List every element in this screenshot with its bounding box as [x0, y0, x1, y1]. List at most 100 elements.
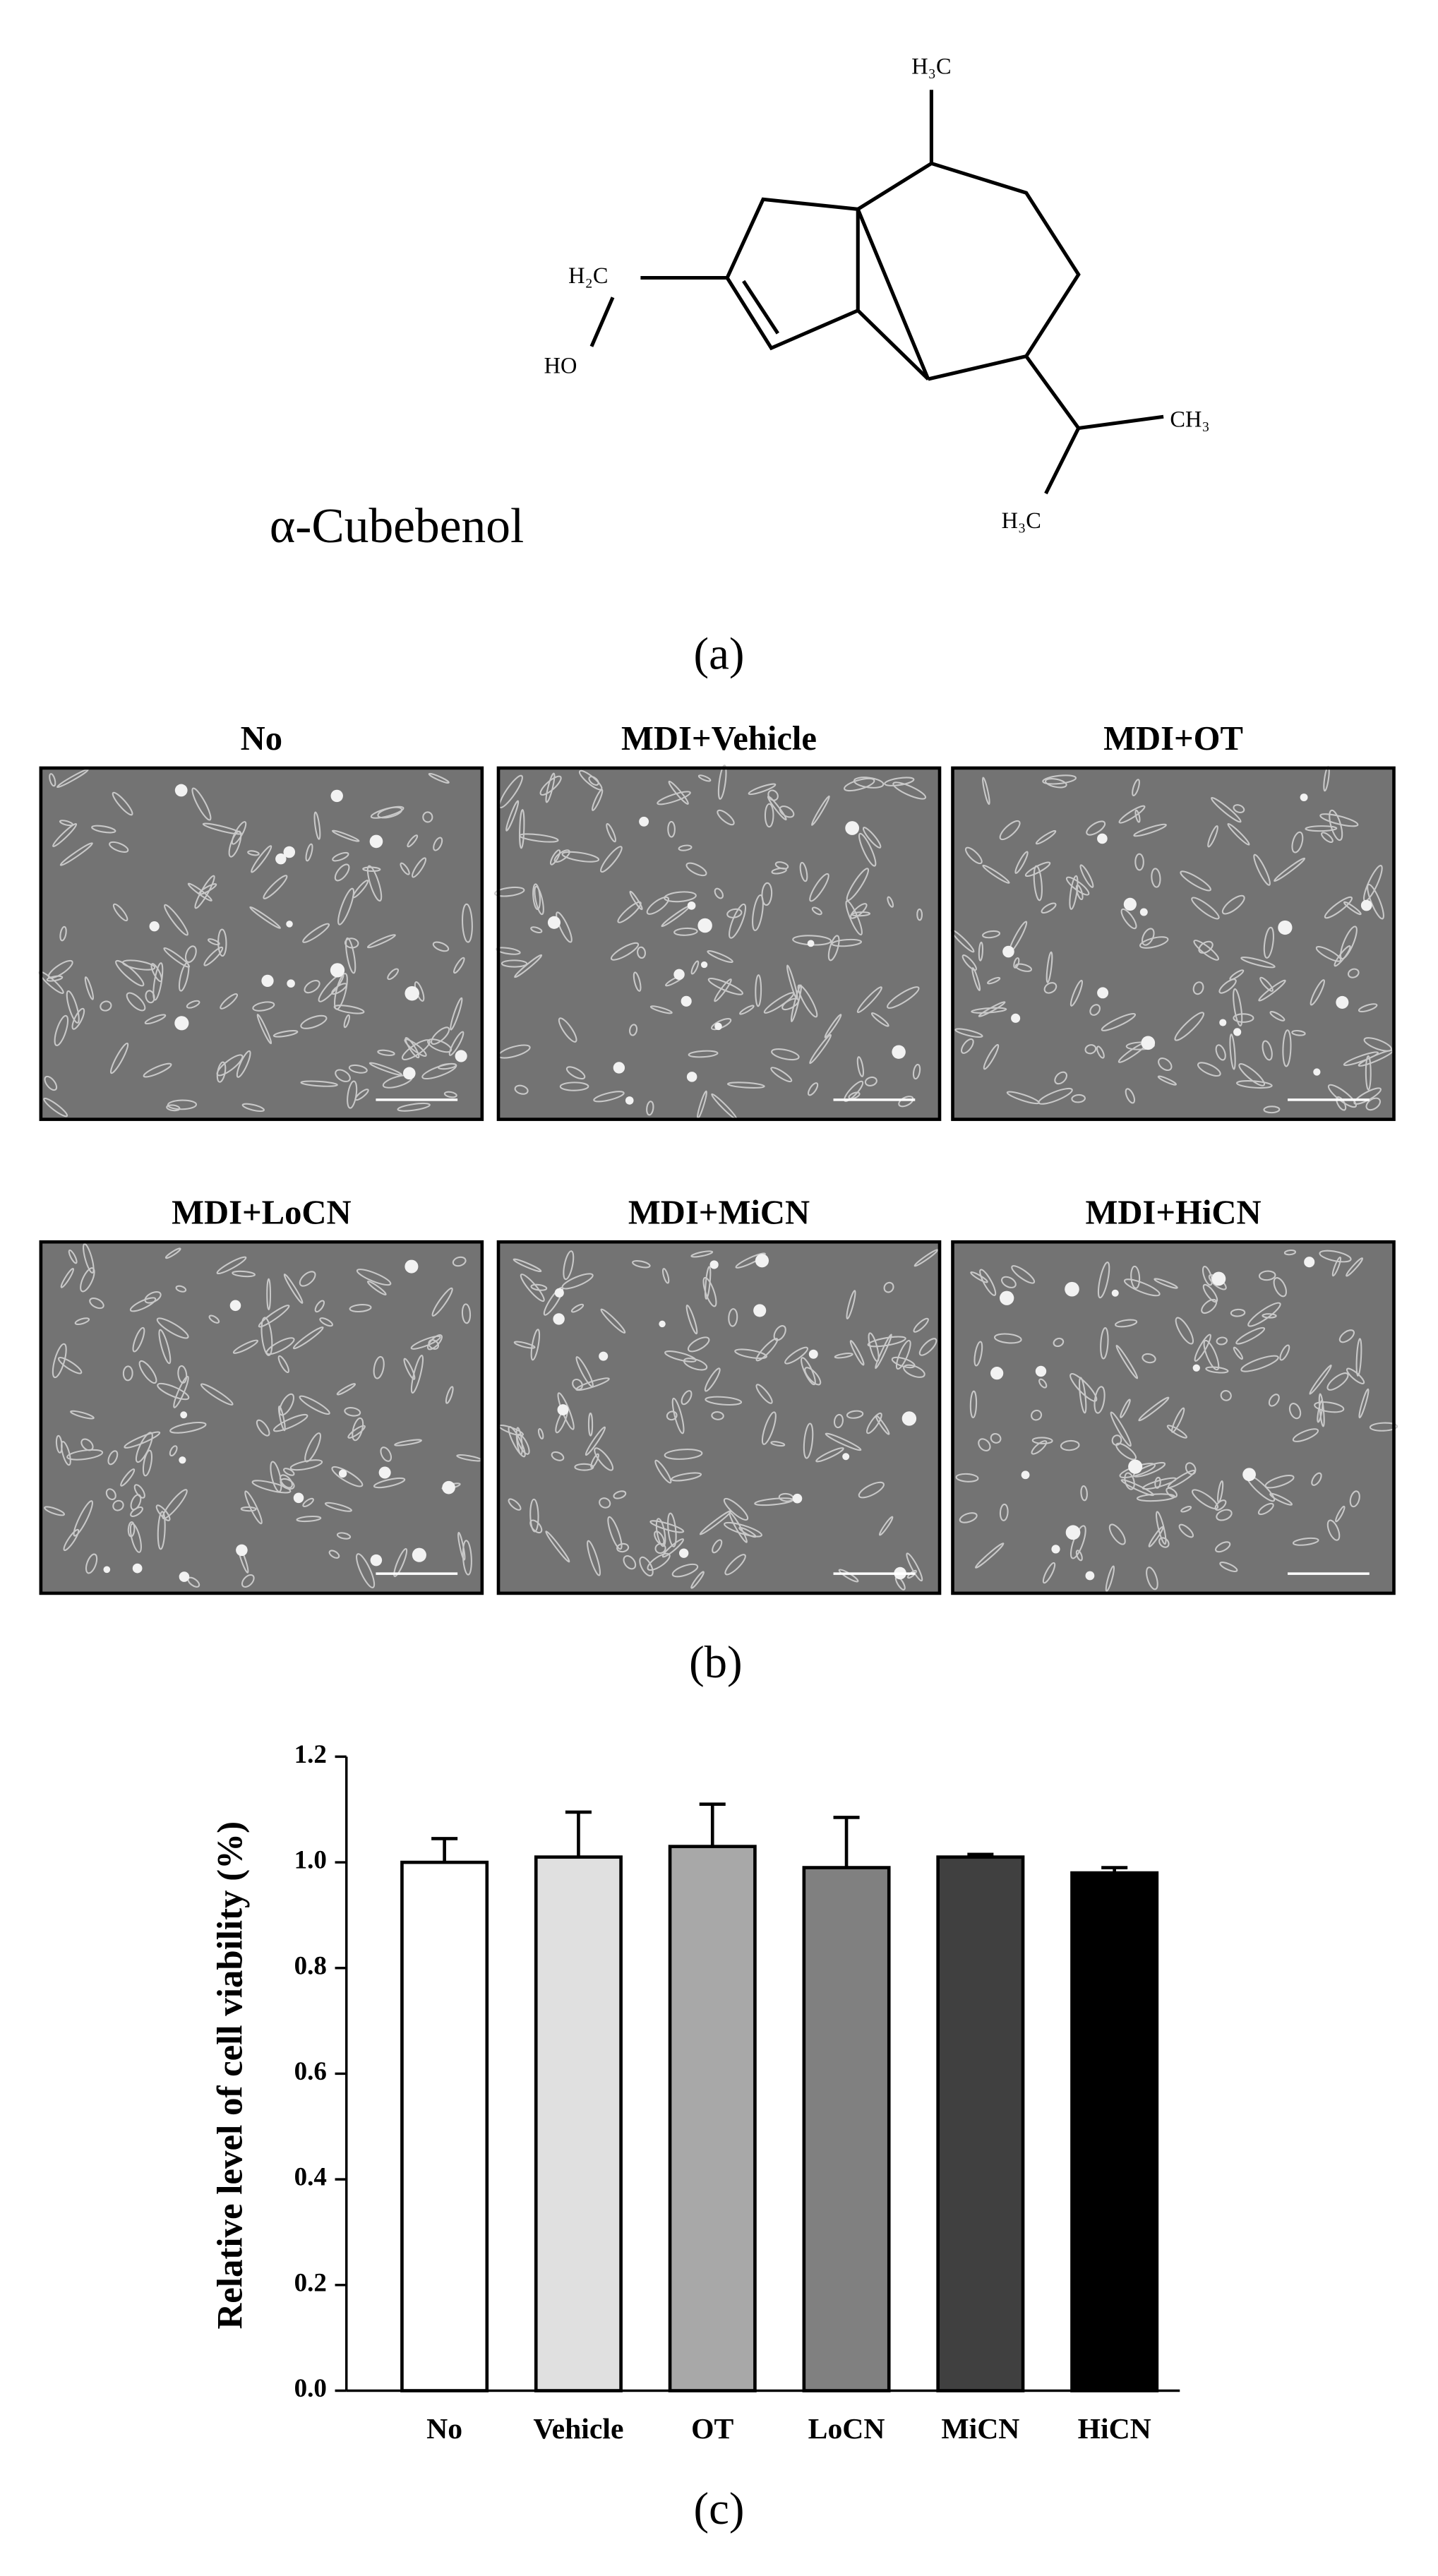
cell: [884, 777, 915, 786]
cell: [122, 1365, 133, 1382]
round-cell: [625, 1096, 634, 1105]
cell: [982, 930, 1001, 939]
cell: [851, 911, 871, 917]
cell: [126, 992, 146, 1012]
cell: [1358, 1003, 1378, 1013]
cell: [714, 887, 724, 899]
cell: [241, 1574, 255, 1588]
cell: [664, 1449, 703, 1460]
bar: [400, 1860, 489, 2392]
cell: [356, 1269, 392, 1286]
cell: [91, 825, 116, 834]
y-axis-title: Relative level of cell viability (%): [211, 1821, 251, 2330]
round-cell: [1304, 1257, 1315, 1268]
cell: [256, 1014, 272, 1045]
cell: [387, 968, 400, 981]
cell: [570, 1303, 585, 1313]
cell: [971, 967, 981, 991]
cell: [112, 1499, 124, 1511]
cell: [1069, 1525, 1086, 1559]
cell: [1291, 1029, 1306, 1036]
cell: [129, 1297, 157, 1312]
cell: [247, 850, 260, 856]
cell: [561, 1273, 594, 1290]
cell: [1211, 797, 1242, 823]
cell: [1079, 864, 1094, 888]
cell: [498, 774, 523, 809]
cell: [1343, 901, 1362, 916]
round-cell: [681, 995, 692, 1007]
cell: [431, 1287, 453, 1317]
cell: [690, 960, 700, 975]
cell: [771, 1048, 800, 1061]
cell: [520, 1274, 545, 1302]
cell: [1105, 1565, 1115, 1592]
cell: [1274, 857, 1306, 882]
cell: [302, 1497, 314, 1508]
cell: [671, 1563, 699, 1578]
cell: [1217, 1480, 1224, 1503]
cell: [462, 1540, 472, 1576]
cell: [1283, 1249, 1297, 1256]
cell: [1054, 1071, 1067, 1085]
cell: [60, 1268, 74, 1288]
cell: [428, 1339, 440, 1350]
cell: [1115, 1344, 1139, 1379]
cell: [717, 809, 735, 826]
round-cell: [330, 789, 343, 803]
cell: [588, 776, 599, 786]
x-tick-label: HiCN: [1078, 2413, 1151, 2445]
cell: [1011, 1265, 1036, 1284]
cell: [1157, 1075, 1177, 1086]
cell: [1044, 778, 1067, 789]
cell: [530, 1329, 541, 1361]
y-tick-label: 0.6: [294, 2057, 327, 2086]
cell: [1363, 1037, 1393, 1052]
cell: [593, 1091, 625, 1103]
cell: [959, 1512, 978, 1523]
cell: [220, 993, 239, 1010]
cell: [57, 1357, 83, 1374]
cell: [80, 1438, 94, 1451]
round-cell: [174, 1016, 189, 1031]
cell: [1042, 774, 1077, 785]
cell: [1031, 1437, 1053, 1444]
cell: [514, 1084, 529, 1095]
cell: [393, 1547, 408, 1577]
cell: [1365, 1055, 1372, 1091]
bar: [534, 1855, 623, 2392]
cell: [964, 846, 983, 865]
compound-name: α-Cubebenol: [270, 499, 524, 553]
cell: [74, 1317, 90, 1326]
cell: [167, 1099, 198, 1110]
cell: [704, 1367, 721, 1392]
cell: [1227, 822, 1250, 846]
cell: [600, 1308, 626, 1334]
cell: [764, 803, 774, 828]
cell: [993, 1333, 1022, 1344]
cell: [43, 1097, 68, 1118]
cell: [336, 1383, 356, 1396]
round-cell: [678, 1548, 689, 1558]
cell: [661, 1538, 685, 1558]
cell: [664, 1350, 697, 1362]
cell: [1369, 1422, 1398, 1432]
cell: [347, 1080, 358, 1109]
cell: [563, 1250, 575, 1281]
cell: [133, 1484, 145, 1499]
atom-label: HO: [544, 353, 577, 378]
cell: [377, 806, 403, 819]
cell: [373, 1355, 385, 1379]
image-title: MDI+OT: [1103, 719, 1243, 757]
cell: [1146, 1566, 1158, 1590]
cell: [1154, 1476, 1161, 1489]
cell: [244, 1490, 263, 1525]
cell: [1309, 1364, 1332, 1395]
cell: [216, 1256, 247, 1275]
cell: [1043, 982, 1057, 994]
micrograph-border: [951, 766, 1396, 1121]
cell: [1240, 957, 1276, 969]
y-tick-label: 0.4: [294, 2163, 327, 2192]
cell: [1262, 1040, 1273, 1061]
